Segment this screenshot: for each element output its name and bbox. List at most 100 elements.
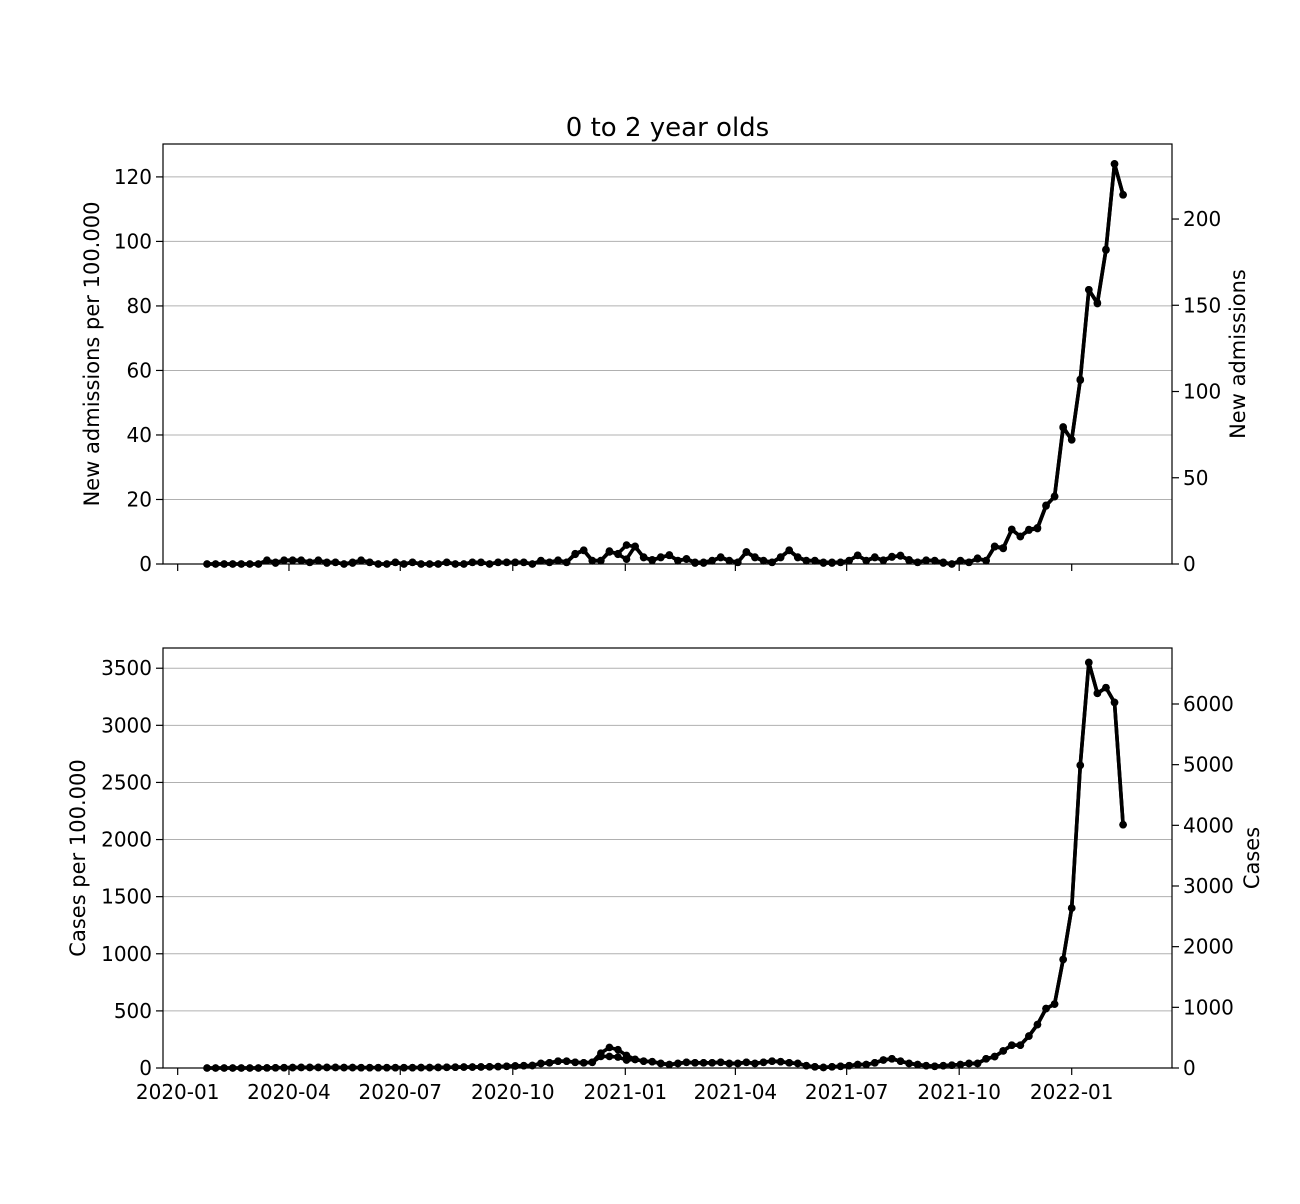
y2-tick-label: 5000 [1183,753,1234,777]
data-point [365,558,374,567]
data-point [768,1057,776,1065]
data-point [939,558,948,567]
data-point [999,544,1008,553]
data-point [494,1062,502,1071]
data-point [871,1059,879,1067]
data-point [853,551,862,560]
data-point [656,1059,665,1068]
data-point [1050,1000,1059,1008]
data-point [742,548,751,556]
y-tick-label: 0 [139,1056,152,1080]
data-point [930,556,939,565]
data-point [605,1043,614,1052]
data-point [999,1047,1008,1055]
data-point [1042,1004,1050,1013]
y2-axis-label: Cases [1240,827,1264,889]
data-point [751,1059,759,1068]
data-point [862,556,871,565]
data-point [699,1059,708,1067]
data-point [776,1057,785,1066]
data-point [913,558,922,567]
data-point [973,1059,982,1068]
y-tick-label: 120 [114,165,152,189]
x-tick-label: 2020-07 [358,1080,442,1104]
data-point [982,556,990,565]
data-point [631,542,639,551]
data-point [879,556,888,565]
data-point [742,1058,751,1067]
data-point [614,549,622,558]
data-point [793,553,802,561]
data-point [408,558,417,567]
data-point [1025,525,1033,534]
y2-tick-label: 2000 [1183,935,1234,959]
data-point [280,556,288,565]
data-point [1033,1020,1042,1029]
data-point [708,556,716,565]
data-point [614,1053,622,1061]
data-point [605,1052,614,1061]
data-point [948,1061,956,1069]
data-point [725,556,734,565]
y-axis-label: New admissions per 100.000 [80,202,104,507]
data-point [691,1059,699,1067]
data-point [622,555,631,563]
data-point [905,556,913,565]
data-point [1016,532,1025,541]
data-point [545,1059,554,1067]
data-point [314,556,323,565]
data-point [965,1059,973,1068]
data-point [622,541,631,549]
data-point [442,1063,451,1072]
data-point [725,1059,734,1068]
y2-tick-label: 50 [1183,466,1208,490]
data-point [1025,1032,1033,1040]
y-tick-label: 3000 [101,713,152,737]
data-point [990,1052,999,1061]
data-point [519,558,528,567]
y-tick-label: 3500 [101,656,152,680]
y-tick-label: 2000 [101,828,152,852]
data-point [665,1060,674,1069]
data-point [502,1062,511,1071]
data-point [554,556,562,565]
data-point [1033,523,1042,532]
plot-frame [162,647,1173,1069]
data-point [537,1059,545,1068]
y-tick-label: 20 [127,487,152,511]
data-point [982,1055,990,1063]
y2-tick-label: 200 [1183,207,1221,231]
data-point [785,1059,793,1067]
data-point [1093,689,1102,698]
data-point [674,1059,682,1068]
data-point [1059,955,1067,964]
data-point [819,558,828,567]
data-point [828,558,836,567]
data-point [442,558,451,567]
chart-title: 0 to 2 year olds [566,113,769,143]
data-point [588,556,597,565]
x-tick-label: 2020-01 [136,1080,220,1104]
data-point [1067,436,1076,444]
data-point [571,549,579,558]
y-tick-label: 100 [114,229,152,253]
data-point [1119,191,1127,199]
data-point [597,1052,605,1061]
data-point [716,1058,725,1067]
data-point [263,556,271,565]
y-tick-label: 60 [127,358,152,382]
data-point [597,556,605,565]
y-tick-label: 80 [127,294,152,318]
data-point [1059,423,1067,432]
data-point [562,558,571,567]
y2-tick-label: 150 [1183,293,1221,317]
data-point [1007,1041,1016,1049]
data-point [1110,160,1119,168]
data-point [836,1062,845,1071]
data-point [554,1057,562,1065]
y2-tick-label: 6000 [1183,692,1234,716]
data-point [297,556,306,565]
data-point [674,556,682,565]
